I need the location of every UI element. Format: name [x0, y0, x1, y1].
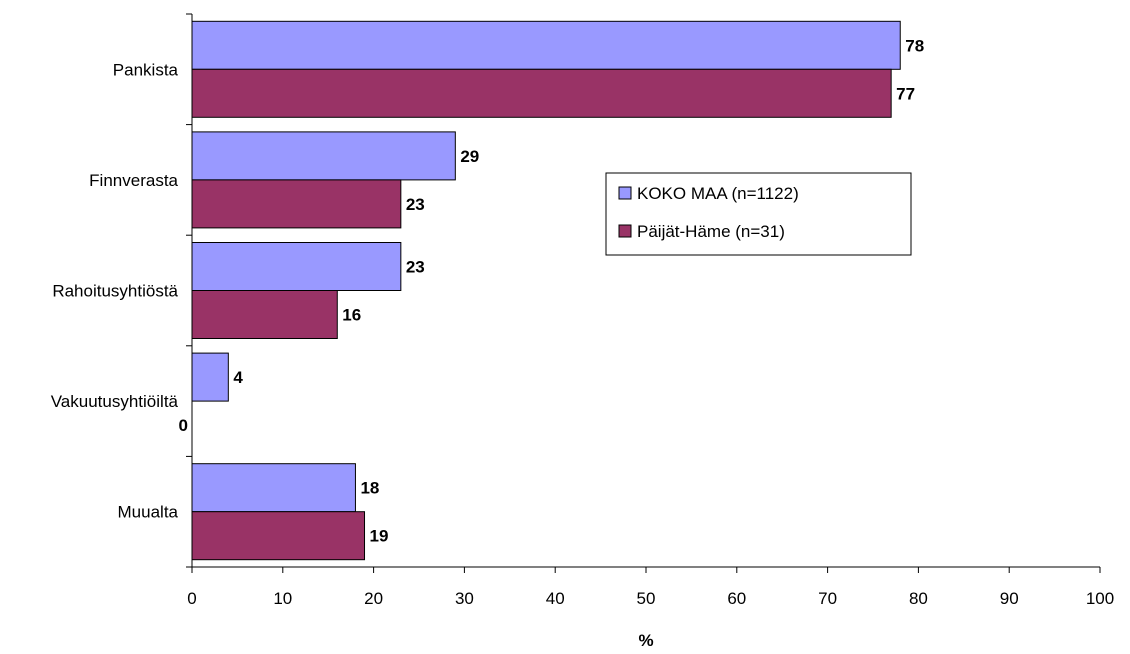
x-tick-label: 10 [273, 589, 292, 608]
x-tick-label: 0 [187, 589, 196, 608]
data-label: 23 [406, 258, 425, 277]
x-tick-label: 30 [455, 589, 474, 608]
x-tick-labels: 0 10 20 30 40 50 60 70 80 90 100 [187, 589, 1114, 608]
data-label: 16 [342, 306, 361, 325]
legend-entry: Päijät-Häme (n=31) [637, 222, 785, 241]
category-label: Vakuutusyhtiöiltä [51, 392, 179, 411]
bar [191, 20, 901, 70]
x-tick-label: 70 [818, 589, 837, 608]
legend-entry: KOKO MAA (n=1122) [637, 184, 799, 203]
category-label: Rahoitusyhtiöstä [52, 282, 178, 301]
x-tick-label: 50 [637, 589, 656, 608]
legend-swatch [618, 224, 632, 238]
data-label: 29 [460, 147, 479, 166]
bar [191, 179, 402, 229]
bar [191, 511, 366, 561]
category-label: Muualta [118, 503, 179, 522]
legend-box [605, 172, 912, 256]
x-tick-label: 100 [1086, 589, 1114, 608]
x-tick-label: 20 [364, 589, 383, 608]
category-label: Finnverasta [89, 171, 178, 190]
bar [191, 68, 892, 118]
x-axis-title: % [638, 631, 653, 650]
data-labels: 78 77 29 23 23 16 4 0 18 19 [179, 36, 925, 545]
bars [191, 20, 901, 561]
bar [191, 290, 338, 339]
bar [191, 352, 229, 402]
x-tick-label: 80 [909, 589, 928, 608]
legend-swatch [618, 186, 632, 200]
legend: KOKO MAA (n=1122) Päijät-Häme (n=31) [605, 172, 912, 256]
bar [191, 131, 456, 181]
bar [191, 242, 402, 291]
data-label: 4 [233, 368, 243, 387]
data-label: 23 [406, 195, 425, 214]
x-tick-label: 40 [546, 589, 565, 608]
data-label: 77 [896, 84, 915, 103]
category-label: Pankista [113, 60, 179, 79]
x-tick-label: 60 [727, 589, 746, 608]
data-label: 0 [179, 416, 188, 435]
data-label: 18 [360, 479, 379, 498]
x-tick-label: 90 [1000, 589, 1019, 608]
bar [191, 463, 356, 513]
data-label: 19 [370, 527, 389, 546]
axes [186, 13, 1101, 573]
category-labels: Pankista Finnverasta Rahoitusyhtiöstä Vakuu… [51, 60, 179, 521]
data-label: 78 [905, 36, 924, 55]
